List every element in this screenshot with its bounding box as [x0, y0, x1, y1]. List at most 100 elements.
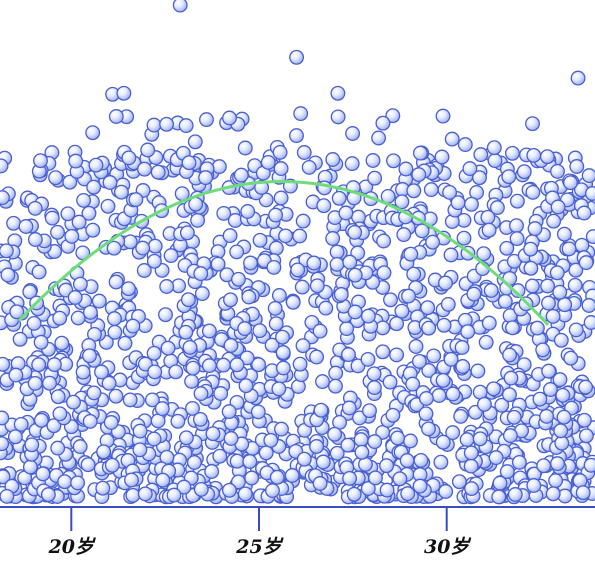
- scatter-point: [366, 380, 382, 396]
- scatter-point: [556, 226, 572, 242]
- scatter-point: [292, 228, 308, 244]
- scatter-point: [367, 434, 383, 450]
- scatter-point: [315, 454, 331, 470]
- scatter-point: [438, 484, 454, 499]
- scatter-point: [431, 388, 447, 403]
- scatter-point: [289, 49, 305, 65]
- scatter-point: [239, 350, 255, 366]
- scatter-point: [421, 421, 436, 437]
- scatter-point: [33, 334, 49, 350]
- scatter-point: [116, 85, 132, 101]
- scatter-point: [569, 159, 585, 174]
- scatter-point: [176, 479, 192, 495]
- scatter-point: [529, 320, 545, 336]
- scatter-point: [95, 480, 111, 496]
- scatter-point: [578, 379, 594, 395]
- scatter-point: [64, 228, 80, 244]
- scatter-point: [509, 218, 524, 234]
- scatter-point: [412, 478, 428, 494]
- scatter-point: [435, 372, 451, 388]
- scatter-point: [453, 408, 469, 424]
- scatter-point: [6, 215, 22, 231]
- scatter-point: [125, 318, 141, 334]
- scatter-point: [108, 109, 124, 124]
- scatter-point: [527, 221, 543, 237]
- scatter-point: [62, 174, 78, 190]
- scatter-point: [426, 348, 442, 364]
- scatter-point: [556, 409, 572, 425]
- scatter-point: [271, 381, 287, 397]
- scatter-point: [442, 184, 458, 200]
- scatter-point: [46, 418, 62, 434]
- scatter-point: [472, 431, 488, 447]
- scatter-point: [0, 356, 11, 372]
- scatter-point: [158, 307, 173, 323]
- scatter-point: [252, 323, 268, 339]
- scatter-point: [341, 400, 357, 416]
- scatter-point: [82, 413, 98, 429]
- scatter-point: [68, 153, 84, 169]
- scatter-point: [344, 156, 360, 172]
- scatter-point: [33, 412, 49, 428]
- scatter-point: [94, 364, 109, 380]
- scatter-point: [376, 233, 392, 249]
- scatter-point: [368, 470, 383, 486]
- scatter-point: [572, 473, 588, 489]
- scatter-point: [502, 428, 518, 444]
- scatter-point: [341, 347, 356, 363]
- scatter-point: [459, 432, 475, 448]
- scatter-point: [231, 271, 246, 287]
- scatter-point: [553, 332, 569, 348]
- scatter-point: [33, 153, 48, 169]
- scatter-point: [312, 323, 328, 339]
- scatter-point: [275, 345, 291, 360]
- scatter-point: [187, 134, 203, 150]
- scatter-point: [82, 304, 98, 320]
- scatter-point: [385, 407, 401, 423]
- scatter-point: [385, 108, 401, 124]
- scatter-point: [312, 476, 328, 491]
- scatter-point: [194, 286, 210, 302]
- scatter-point: [379, 458, 395, 474]
- scatter-point: [494, 397, 510, 413]
- scatter-point: [193, 266, 209, 282]
- scatter-point: [244, 470, 260, 486]
- scatter-point: [457, 137, 473, 153]
- scatter-point: [258, 445, 274, 461]
- scatter-point: [342, 470, 358, 486]
- scatter-point: [67, 290, 83, 305]
- scatter-point: [328, 365, 344, 381]
- scatter-point: [0, 190, 10, 206]
- scatter-point: [394, 194, 410, 210]
- scatter-point: [22, 459, 38, 475]
- x-tick-label: 30岁: [424, 536, 471, 558]
- scatter-point: [488, 450, 504, 466]
- scatter-point: [122, 234, 138, 250]
- scatter-point: [146, 431, 162, 447]
- scatter-point: [347, 304, 363, 320]
- scatter-point: [523, 260, 539, 276]
- scatter-point: [117, 335, 133, 351]
- scatter-point: [315, 374, 330, 390]
- scatter-point: [9, 304, 25, 320]
- scatter-point: [229, 244, 245, 260]
- scatter-point: [72, 276, 88, 292]
- scatter-point: [306, 255, 322, 271]
- scatter-point: [223, 431, 239, 446]
- scatter-point: [553, 423, 569, 439]
- scatter-point: [50, 224, 65, 240]
- scatter-point: [309, 349, 325, 365]
- scatter-point: [159, 116, 175, 132]
- scatter-point: [238, 378, 254, 394]
- scatter-point: [445, 386, 461, 402]
- scatter-point: [82, 348, 97, 364]
- scatter-point: [360, 481, 376, 496]
- scatter-point: [476, 246, 492, 262]
- scatter-point: [31, 357, 47, 373]
- scatter-point: [330, 109, 346, 125]
- scatter-point: [371, 130, 387, 146]
- scatter-point: [328, 378, 343, 394]
- scatter-point: [339, 321, 355, 337]
- scatter-point: [444, 131, 460, 147]
- scatter-point: [472, 384, 488, 400]
